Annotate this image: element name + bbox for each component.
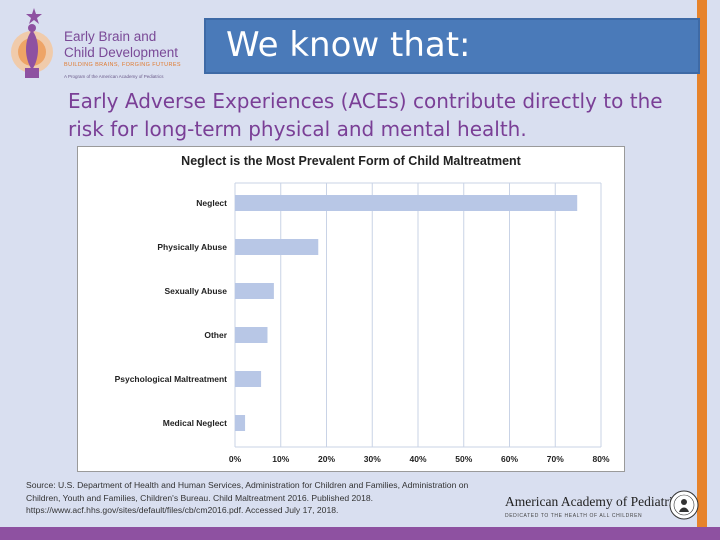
chart-title: Neglect is the Most Prevalent Form of Ch…	[181, 154, 521, 168]
y-category-label: Psychological Maltreatment	[115, 374, 228, 384]
x-tick-label: 80%	[592, 454, 609, 464]
subtitle: Early Adverse Experiences (ACEs) contrib…	[68, 89, 663, 141]
title-bar: We know that:	[204, 18, 700, 74]
aap-seal-icon	[669, 490, 699, 520]
y-category-label: Other	[204, 330, 227, 340]
y-category-label: Sexually Abuse	[164, 286, 227, 296]
aap-name: American Academy of Pediatrics	[505, 494, 684, 509]
y-category-label: Neglect	[196, 198, 227, 208]
bar	[235, 415, 246, 431]
aap-logo: American Academy of Pediatrics DEDICATED…	[503, 490, 699, 524]
x-tick-label: 10%	[272, 454, 289, 464]
x-tick-label: 0%	[229, 454, 242, 464]
bottom-accent-bar	[0, 527, 720, 540]
page-title: We know that:	[226, 25, 471, 65]
bar	[235, 327, 268, 343]
logo-tagline: BUILDING BRAINS, FORGING FUTURES	[64, 62, 182, 68]
right-accent-bar	[697, 0, 707, 540]
chart: Neglect is the Most Prevalent Form of Ch…	[77, 146, 625, 472]
bar	[235, 371, 262, 387]
x-tick-label: 30%	[364, 454, 381, 464]
x-tick-label: 20%	[318, 454, 335, 464]
chart-svg: 0% 10% 20% 30% 40% 50% 60% 70% 80% Neglect Physica…	[115, 182, 610, 464]
x-tick-label: 70%	[547, 454, 564, 464]
ebcd-logo-icon	[11, 8, 53, 78]
source-citation: Source: U.S. Department of Health and Hu…	[26, 480, 469, 515]
x-tick-label: 50%	[455, 454, 472, 464]
logo-line1: Early Brain and	[64, 29, 157, 44]
bar	[235, 239, 319, 255]
logo-line2: Child Development	[64, 45, 179, 60]
bar	[235, 283, 274, 299]
logo-small-text: A Program of the American Academy of Ped…	[64, 74, 164, 79]
x-tick-label: 40%	[409, 454, 426, 464]
ebcd-logo: Early Brain and Child Development BUILDI…	[4, 6, 200, 80]
x-tick-label: 60%	[501, 454, 518, 464]
y-category-label: Physically Abuse	[157, 242, 227, 252]
aap-tagline: DEDICATED TO THE HEALTH OF ALL CHILDREN	[505, 513, 643, 519]
bar	[235, 195, 578, 211]
y-category-label: Medical Neglect	[163, 418, 227, 428]
